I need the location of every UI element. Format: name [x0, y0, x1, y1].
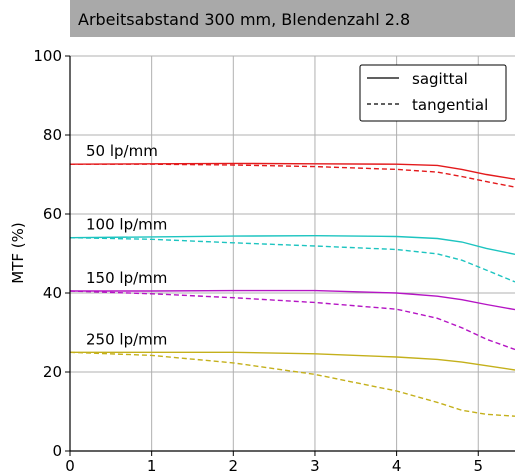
y-axis-label: MTF (%) [9, 222, 27, 283]
x-ticks: 0 1 2 3 4 5 [65, 451, 483, 475]
x-tick-label: 3 [310, 457, 320, 475]
series-line-150-tangential [69, 290, 515, 351]
legend: sagittal tangential [359, 64, 507, 122]
grid [70, 55, 515, 451]
legend-sagittal-label: sagittal [412, 70, 468, 88]
y-tick-label: 80 [43, 126, 62, 144]
y-ticks: 0 20 40 60 80 100 [33, 47, 70, 460]
series-labels: 50 lp/mm 100 lp/mm 150 lp/mm 250 lp/mm [86, 142, 167, 348]
series-label-100: 100 lp/mm [86, 216, 167, 234]
title-banner [70, 0, 515, 37]
axes [69, 56, 515, 452]
y-tick-label: 40 [43, 284, 62, 302]
series-label-250: 250 lp/mm [86, 330, 167, 348]
series-line-100-tangential [69, 237, 515, 283]
x-tick-label: 5 [473, 457, 483, 475]
legend-tangential-label: tangential [412, 96, 488, 114]
x-tick-label: 1 [147, 457, 157, 475]
series-line-250-sagittal [70, 351, 515, 371]
series-layer [69, 162, 515, 417]
series-label-50: 50 lp/mm [86, 142, 158, 160]
x-tick-label: 4 [392, 457, 402, 475]
y-tick-label: 0 [52, 442, 62, 460]
y-tick-label: 100 [33, 47, 62, 65]
y-tick-label: 20 [43, 363, 62, 381]
series-line-150-sagittal [70, 289, 515, 311]
series-label-150: 150 lp/mm [86, 269, 167, 287]
x-tick-label: 2 [229, 457, 239, 475]
series-line-100-sagittal [69, 234, 515, 255]
series-line-50-tangential [70, 163, 515, 188]
y-tick-label: 60 [43, 205, 62, 223]
series-line-50-sagittal [69, 162, 515, 180]
chart-title: Arbeitsabstand 300 mm, Blendenzahl 2.8 [78, 10, 410, 29]
x-tick-label: 0 [65, 457, 75, 475]
series-line-250-tangential [69, 351, 515, 417]
legend-box [359, 64, 507, 122]
